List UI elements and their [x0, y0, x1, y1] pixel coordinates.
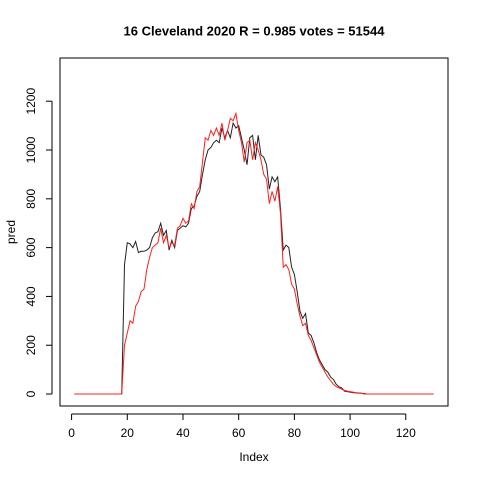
x-tick-label: 40	[176, 426, 190, 440]
x-tick-label: 60	[232, 426, 246, 440]
plot-box	[59, 57, 449, 407]
y-tick-label: 200	[24, 335, 38, 355]
y-tick-label: 0	[24, 390, 38, 397]
y-tick-label: 1000	[24, 136, 38, 163]
chart-title: 16 Cleveland 2020 R = 0.985 votes = 5154…	[124, 23, 386, 38]
x-tick-label: 100	[340, 426, 360, 440]
x-tick-label: 20	[121, 426, 135, 440]
x-axis-label: Index	[239, 450, 268, 464]
y-tick-label: 400	[24, 286, 38, 306]
y-tick-label: 600	[24, 237, 38, 257]
series-line	[74, 111, 434, 395]
y-tick-label: 1200	[24, 88, 38, 115]
x-tick-label: 120	[396, 426, 416, 440]
x-tick-label: 0	[68, 426, 75, 440]
y-axis-label: pred	[4, 220, 18, 244]
series-line	[74, 121, 434, 395]
y-tick-label: 800	[24, 188, 38, 208]
x-tick-label: 80	[288, 426, 302, 440]
